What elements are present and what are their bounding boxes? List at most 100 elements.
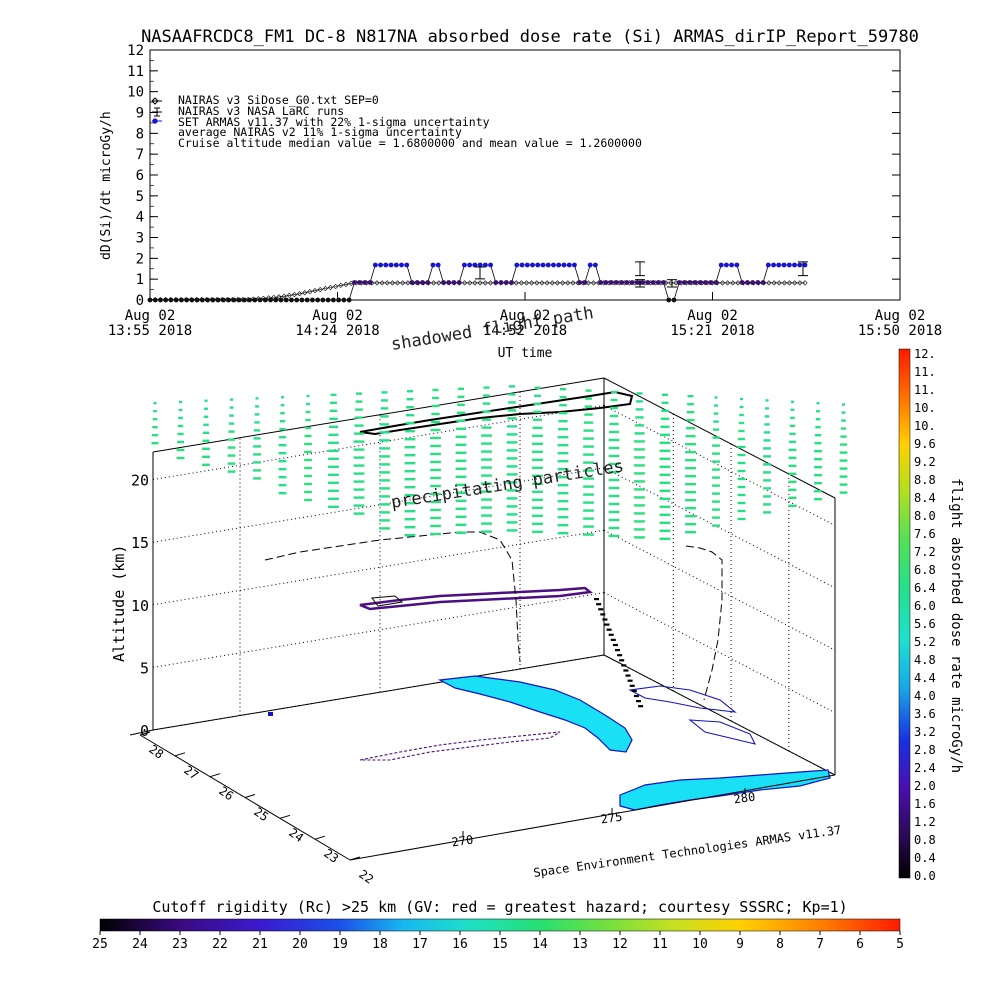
armas-point bbox=[724, 262, 729, 268]
rc-mark bbox=[608, 510, 620, 514]
nairas-point bbox=[281, 293, 287, 299]
rc-mark bbox=[354, 432, 364, 435]
alt-gridline bbox=[152, 592, 605, 668]
nairas-point bbox=[786, 280, 793, 286]
lat-tick-label: 28 bbox=[146, 742, 166, 762]
rc-mark bbox=[481, 482, 492, 485]
rc-mark bbox=[610, 398, 618, 402]
rc-mark bbox=[153, 410, 157, 413]
rc-mark bbox=[583, 517, 594, 520]
y-tick-label: 11 bbox=[127, 64, 144, 80]
armas-point bbox=[472, 262, 478, 268]
rc-mark bbox=[583, 533, 594, 536]
colorbar-right-tick-label: 6.8 bbox=[914, 563, 936, 577]
flight-tracks bbox=[264, 390, 723, 761]
rc-mark bbox=[506, 513, 518, 516]
rc-mark bbox=[712, 468, 720, 471]
rc-mark bbox=[712, 436, 720, 439]
colorbar-right-tick-label: 4.8 bbox=[914, 653, 936, 667]
rc-mark bbox=[278, 452, 287, 455]
rc-mark bbox=[814, 490, 822, 493]
armas-point bbox=[262, 297, 268, 303]
armas-point bbox=[792, 262, 797, 268]
rc-mark bbox=[634, 456, 645, 459]
rc-mark bbox=[304, 450, 312, 454]
rc-mark bbox=[379, 519, 390, 522]
legend-entry: NAIRAS v3 NASA LaRC runs bbox=[178, 104, 344, 118]
rc-mark bbox=[634, 512, 645, 515]
rc-mark bbox=[532, 530, 543, 533]
rc-mark bbox=[278, 492, 287, 495]
rc-mark bbox=[404, 502, 416, 505]
lon-tick-label: 280 bbox=[733, 790, 756, 807]
rc-mark bbox=[380, 415, 389, 418]
rc-mark bbox=[304, 442, 312, 446]
rc-mark bbox=[355, 408, 363, 411]
rc-mark bbox=[404, 438, 416, 441]
nairas-point bbox=[317, 286, 323, 293]
rc-mark bbox=[558, 412, 568, 415]
rc-mark bbox=[685, 427, 696, 430]
rc-mark bbox=[455, 531, 467, 534]
rc-mark bbox=[329, 417, 338, 420]
nairas-point bbox=[327, 284, 334, 291]
rc-mark bbox=[661, 401, 669, 404]
rc-mark bbox=[404, 534, 416, 537]
colorbar-bottom-tick-label: 5 bbox=[896, 937, 904, 952]
y-tick-label: 5 bbox=[136, 189, 144, 205]
armas-point bbox=[325, 297, 331, 303]
nairas-point bbox=[467, 280, 473, 286]
armas-point bbox=[372, 262, 378, 268]
lat-tick-label: 23 bbox=[321, 846, 341, 866]
nairas-point bbox=[534, 280, 540, 286]
descent-mark bbox=[629, 684, 635, 687]
rc-mark bbox=[608, 446, 620, 450]
rc-mark bbox=[557, 500, 569, 503]
rc-mark bbox=[763, 439, 771, 442]
armas-point bbox=[802, 262, 808, 268]
armas-point bbox=[252, 297, 258, 303]
armas-point bbox=[666, 297, 672, 303]
rc-mark bbox=[355, 400, 363, 403]
rc-mark bbox=[764, 415, 770, 418]
rc-mark bbox=[353, 488, 365, 491]
rc-mark bbox=[506, 449, 518, 452]
rc-mark bbox=[764, 423, 770, 426]
rc-mark bbox=[229, 406, 234, 409]
rc-mark bbox=[659, 473, 671, 476]
rc-mark bbox=[354, 424, 364, 427]
nairas-point bbox=[276, 294, 282, 300]
y-axis-label: dD(Si)/dt microGy/h bbox=[99, 111, 114, 260]
colorbar-bottom-tick-label: 24 bbox=[132, 937, 148, 952]
rc-mark bbox=[611, 390, 617, 394]
armas-point bbox=[299, 297, 305, 303]
rc-mark bbox=[583, 501, 594, 504]
rc-mark bbox=[557, 444, 569, 447]
armas-point bbox=[357, 280, 362, 285]
rc-mark bbox=[585, 389, 592, 392]
rc-mark bbox=[481, 514, 492, 517]
colorbar-right-tick-label: 8.8 bbox=[914, 473, 936, 487]
rc-mark bbox=[763, 455, 771, 458]
descent-mark bbox=[600, 613, 606, 616]
rc-mark bbox=[583, 461, 594, 464]
rc-mark bbox=[608, 534, 620, 538]
rc-mark bbox=[328, 465, 339, 468]
rc-mark bbox=[305, 418, 311, 422]
rc-mark bbox=[790, 408, 795, 411]
rc-mark bbox=[379, 511, 390, 514]
nairas-point bbox=[554, 280, 561, 286]
colorbar-bottom-tick-label: 20 bbox=[292, 937, 308, 952]
rc-mark bbox=[583, 421, 594, 424]
rc-mark bbox=[203, 423, 209, 426]
bahamas-coast bbox=[688, 719, 757, 745]
lat-tick-label: 25 bbox=[251, 804, 271, 824]
rc-mark bbox=[532, 434, 543, 437]
z-tick-label: 15 bbox=[131, 534, 149, 552]
rc-mark bbox=[280, 412, 285, 415]
rc-mark bbox=[430, 468, 441, 472]
rc-mark bbox=[406, 406, 414, 409]
rc-mark bbox=[304, 434, 312, 438]
